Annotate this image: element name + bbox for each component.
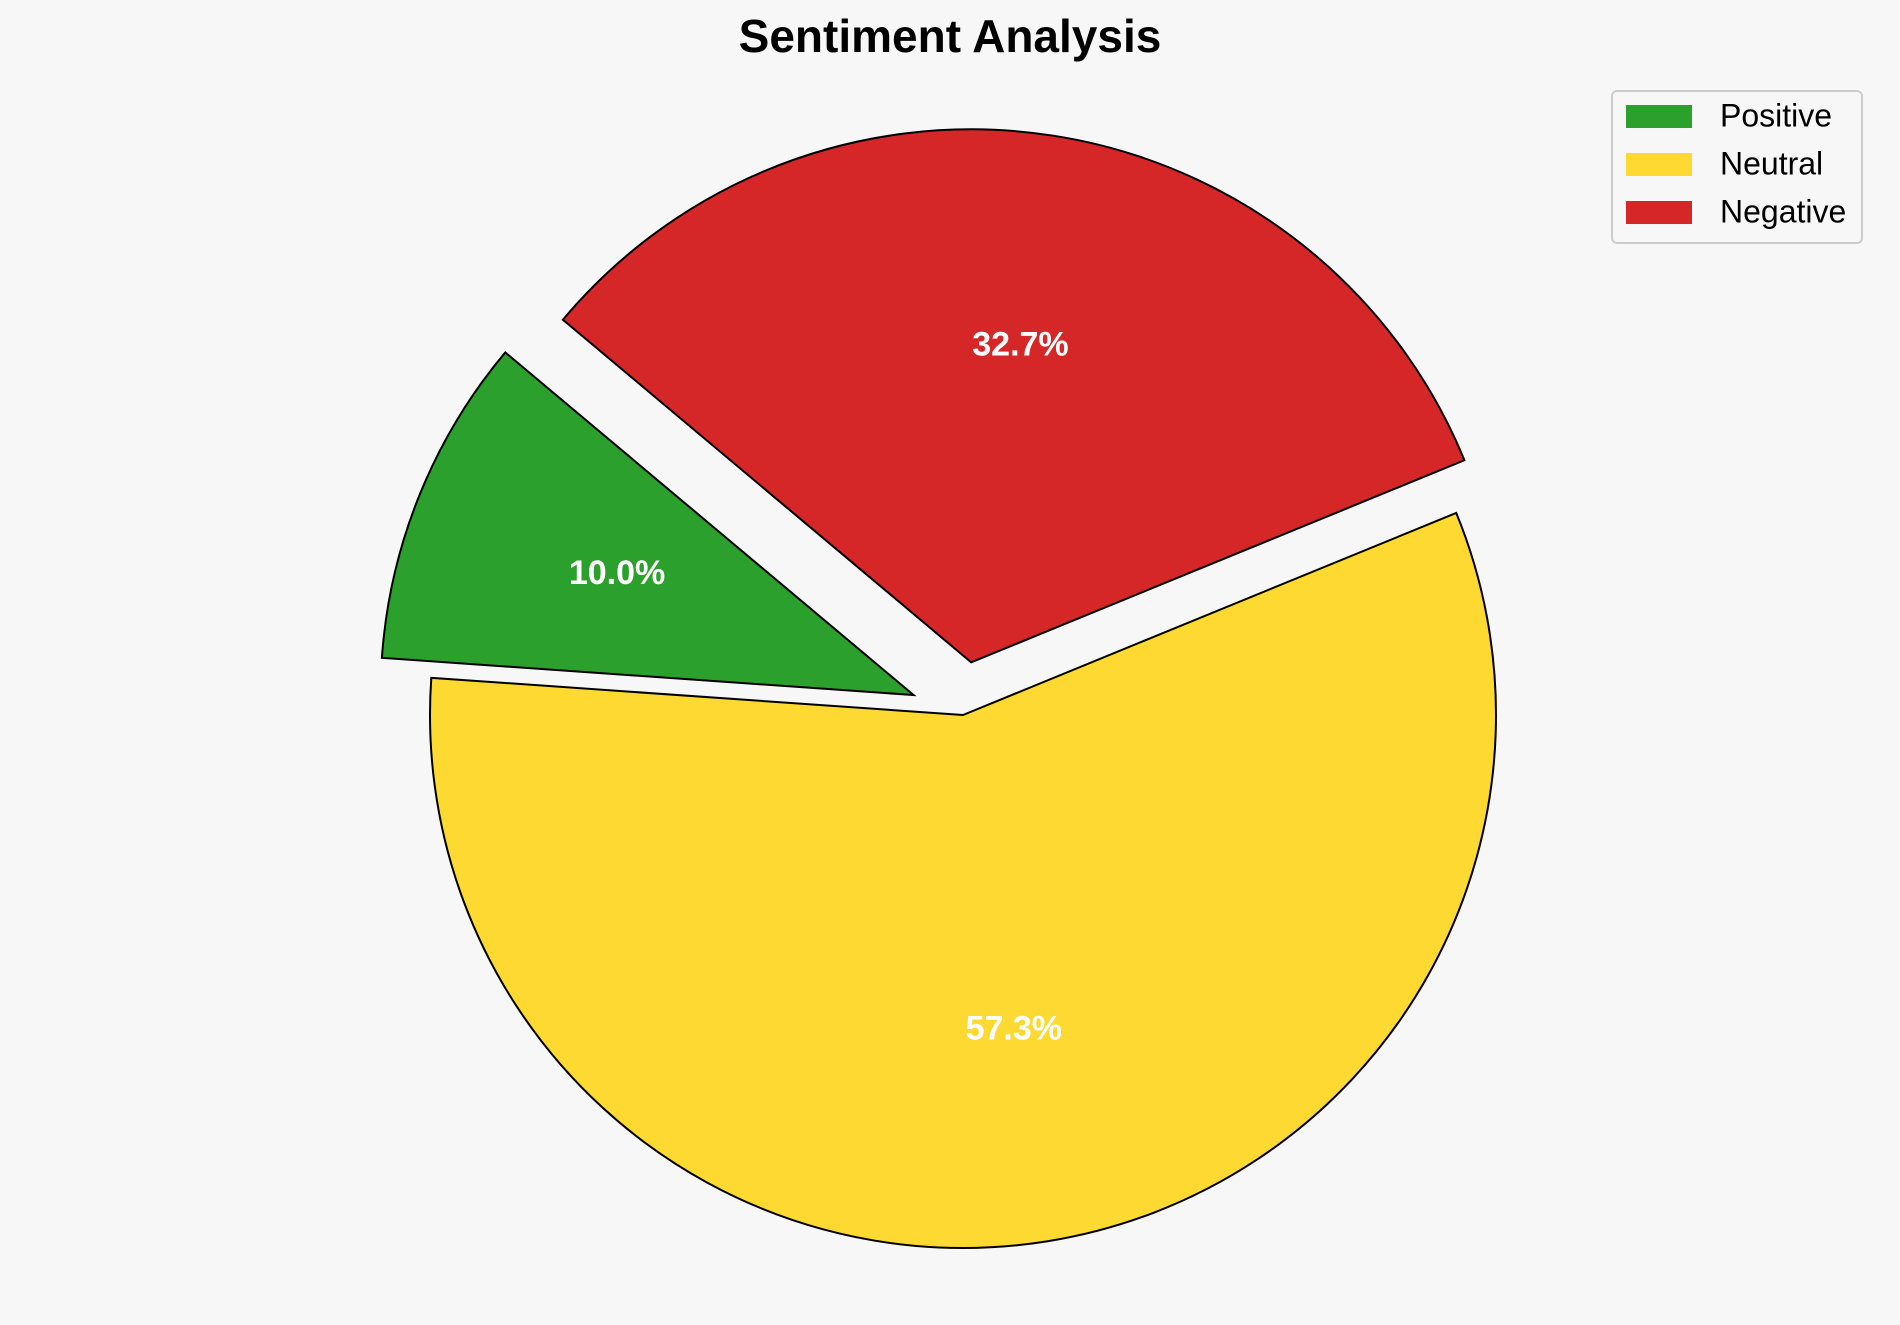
value-label: 57.3%	[966, 1010, 1062, 1048]
value-label: 10.0%	[569, 554, 665, 592]
legend: Positive Neutral Negative	[1611, 90, 1863, 244]
legend-label: Neutral	[1720, 145, 1823, 181]
legend-swatch	[1626, 153, 1692, 176]
legend-label: Negative	[1720, 193, 1846, 229]
legend-label: Positive	[1720, 97, 1832, 133]
pie-wedge	[429, 511, 1497, 1249]
chart-title: Sentiment Analysis	[739, 10, 1162, 62]
legend-swatch	[1626, 105, 1692, 128]
pie-wedge	[561, 128, 1466, 664]
pie-wedge	[380, 351, 917, 697]
value-label: 32.7%	[972, 325, 1068, 363]
legend-swatch	[1626, 201, 1692, 224]
